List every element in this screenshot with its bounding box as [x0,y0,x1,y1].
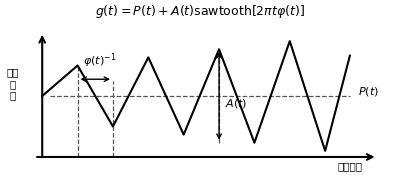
Text: $\varphi(t)^{-1}$: $\varphi(t)^{-1}$ [82,51,116,70]
Text: 固化时间: 固化时间 [337,161,362,171]
Text: $P(t)$: $P(t)$ [358,85,379,98]
Text: $A(t)$: $A(t)$ [225,97,247,110]
Title: $g(t) = P(t) + A(t)\mathrm{sawtooth}[2\pi t\varphi(t)]$: $g(t) = P(t) + A(t)\mathrm{sawtooth}[2\p… [95,3,305,20]
Text: 固化
温
度: 固化 温 度 [6,67,19,100]
